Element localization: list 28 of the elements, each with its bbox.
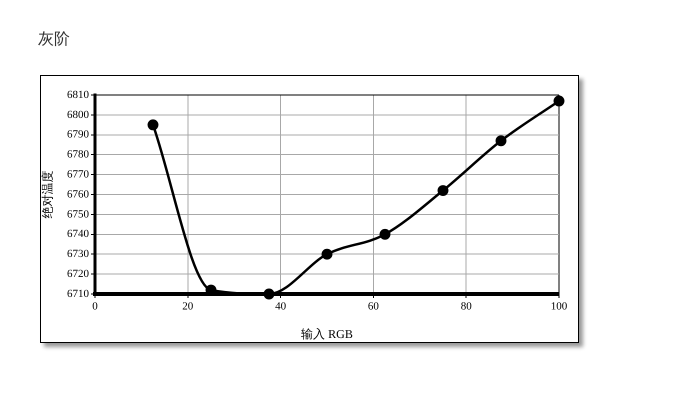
y-tick-label: 6750 <box>67 208 90 220</box>
chart-frame: 输入 RGB 绝对温度 0 20 40 60 80 100 6710 6720 6730 6740 6750 6760 6770 6780 6790 6800 6810 <box>40 75 579 343</box>
point <box>438 185 448 196</box>
y-tick-label: 6710 <box>67 288 90 300</box>
x-tick-label: 0 <box>92 300 98 312</box>
point <box>148 119 158 130</box>
y-axis-title: 绝对温度 <box>40 170 54 218</box>
point <box>380 228 390 240</box>
x-tick-label: 40 <box>275 300 287 312</box>
x-tick-label: 100 <box>550 300 568 312</box>
x-axis-title: 输入 RGB <box>301 326 353 341</box>
y-tick-label: 6720 <box>67 268 90 280</box>
point <box>264 288 274 300</box>
y-tick-label: 6800 <box>67 108 90 121</box>
y-tick-label: 6790 <box>67 128 90 141</box>
y-tick-label: 6780 <box>67 148 90 161</box>
y-tick-label: 6770 <box>67 168 90 180</box>
x-tick-label: 80 <box>460 300 472 312</box>
y-tick-label: 6760 <box>67 188 90 200</box>
x-tick-label: 20 <box>182 300 194 312</box>
point <box>554 96 564 106</box>
y-tick-label: 6730 <box>67 248 90 260</box>
point <box>322 248 332 260</box>
y-tick-label: 6810 <box>67 88 90 101</box>
point <box>496 135 506 146</box>
y-tick-label: 6740 <box>67 228 90 240</box>
chart-title: 灰阶 <box>38 29 70 50</box>
x-tick-label: 60 <box>368 300 380 312</box>
